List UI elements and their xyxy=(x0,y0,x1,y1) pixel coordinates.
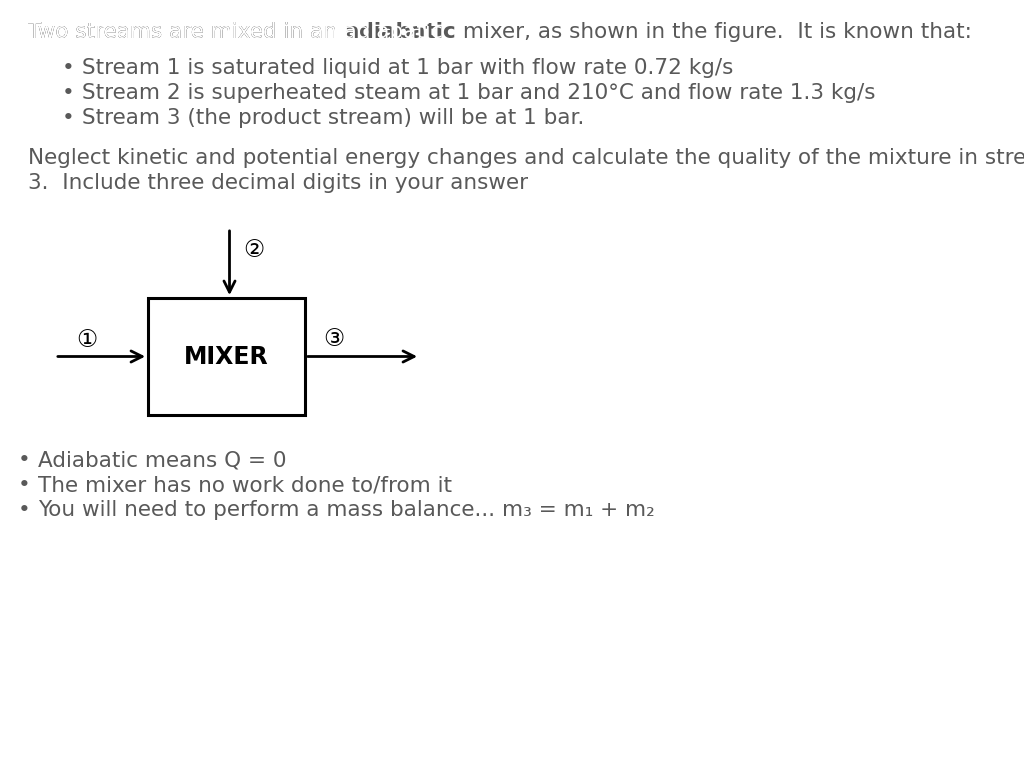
Text: •: • xyxy=(18,475,31,495)
Text: Neglect kinetic and potential energy changes and calculate the quality of the mi: Neglect kinetic and potential energy cha… xyxy=(28,148,1024,168)
Text: Two streams are mixed in an: Two streams are mixed in an xyxy=(28,22,344,42)
Bar xyxy=(148,298,305,415)
Text: ③: ③ xyxy=(323,327,344,351)
Text: mixer, as shown in the figure.  It is known that:: mixer, as shown in the figure. It is kno… xyxy=(456,22,972,42)
Text: Two streams are mixed in an: Two streams are mixed in an xyxy=(28,22,344,42)
Text: Adiabatic means Q = 0: Adiabatic means Q = 0 xyxy=(38,450,287,470)
Text: ②: ② xyxy=(244,238,264,262)
Text: Stream 3 (the product stream) will be at 1 bar.: Stream 3 (the product stream) will be at… xyxy=(82,108,585,128)
Text: Two streams are mixed in an adiabatic: Two streams are mixed in an adiabatic xyxy=(28,22,442,42)
Text: •: • xyxy=(62,58,75,78)
Text: The mixer has no work done to/from it: The mixer has no work done to/from it xyxy=(38,475,452,495)
Text: adiabatic: adiabatic xyxy=(344,22,456,42)
Text: m₃ = m₁ + m₂: m₃ = m₁ + m₂ xyxy=(502,500,654,520)
Text: •: • xyxy=(18,450,31,470)
Text: 3.  Include three decimal digits in your answer: 3. Include three decimal digits in your … xyxy=(28,173,528,193)
Text: MIXER: MIXER xyxy=(184,345,269,369)
Text: Stream 1 is saturated liquid at 1 bar with flow rate 0.72 kg/s: Stream 1 is saturated liquid at 1 bar wi… xyxy=(82,58,733,78)
Text: Stream 2 is superheated steam at 1 bar and 210°C and flow rate 1.3 kg/s: Stream 2 is superheated steam at 1 bar a… xyxy=(82,83,876,103)
Text: You will need to perform a mass balance...: You will need to perform a mass balance.… xyxy=(38,500,502,520)
Text: •: • xyxy=(18,500,31,520)
Text: ①: ① xyxy=(76,328,97,352)
Text: •: • xyxy=(62,108,75,128)
Text: •: • xyxy=(62,83,75,103)
